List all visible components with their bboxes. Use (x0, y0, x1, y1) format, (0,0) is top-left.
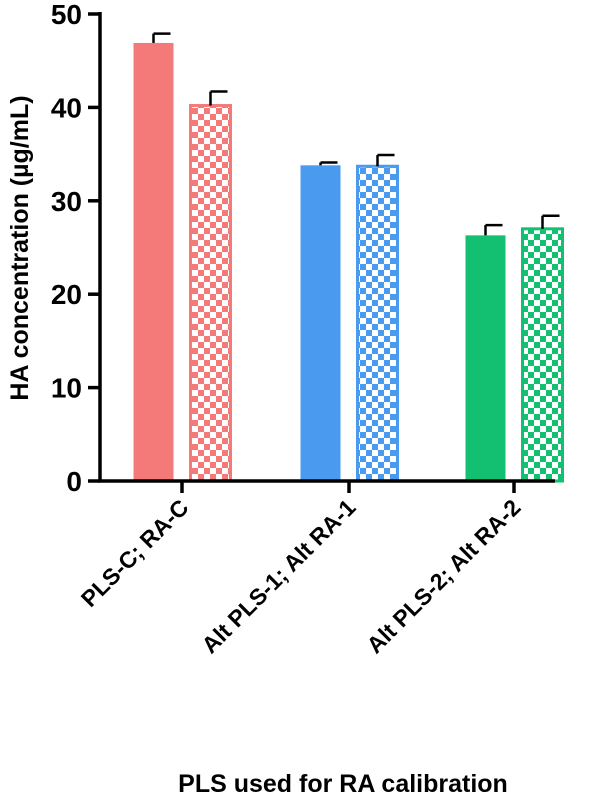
y-tick-label: 20 (51, 279, 82, 310)
y-tick-label: 30 (51, 186, 82, 217)
y-axis-title: HA concentration (µg/mL) (6, 95, 34, 400)
x-category-label: Alt PLS-1; Alt RA-1 (196, 494, 360, 658)
bar-0-solid (133, 42, 174, 481)
bar-1-checkered (356, 164, 399, 483)
y-tick-label: 40 (51, 92, 82, 123)
bar-0-checkered (189, 104, 232, 483)
y-tick-label: 0 (66, 466, 82, 497)
bars-group (133, 32, 564, 483)
y-tick-label: 10 (51, 373, 82, 404)
labels-group: HA concentration (µg/mL) PLS used for RA… (6, 0, 526, 798)
x-axis-title: PLS used for RA calibration (178, 770, 508, 798)
bar-1-solid (300, 165, 341, 482)
y-tick-label: 50 (51, 0, 82, 30)
bar-2-checkered (521, 227, 564, 483)
x-category-label: PLS-C; RA-C (76, 494, 194, 612)
x-category-label: Alt PLS-2; Alt RA-2 (361, 494, 525, 658)
axes-group (88, 12, 555, 493)
bar-2-solid (465, 235, 506, 481)
